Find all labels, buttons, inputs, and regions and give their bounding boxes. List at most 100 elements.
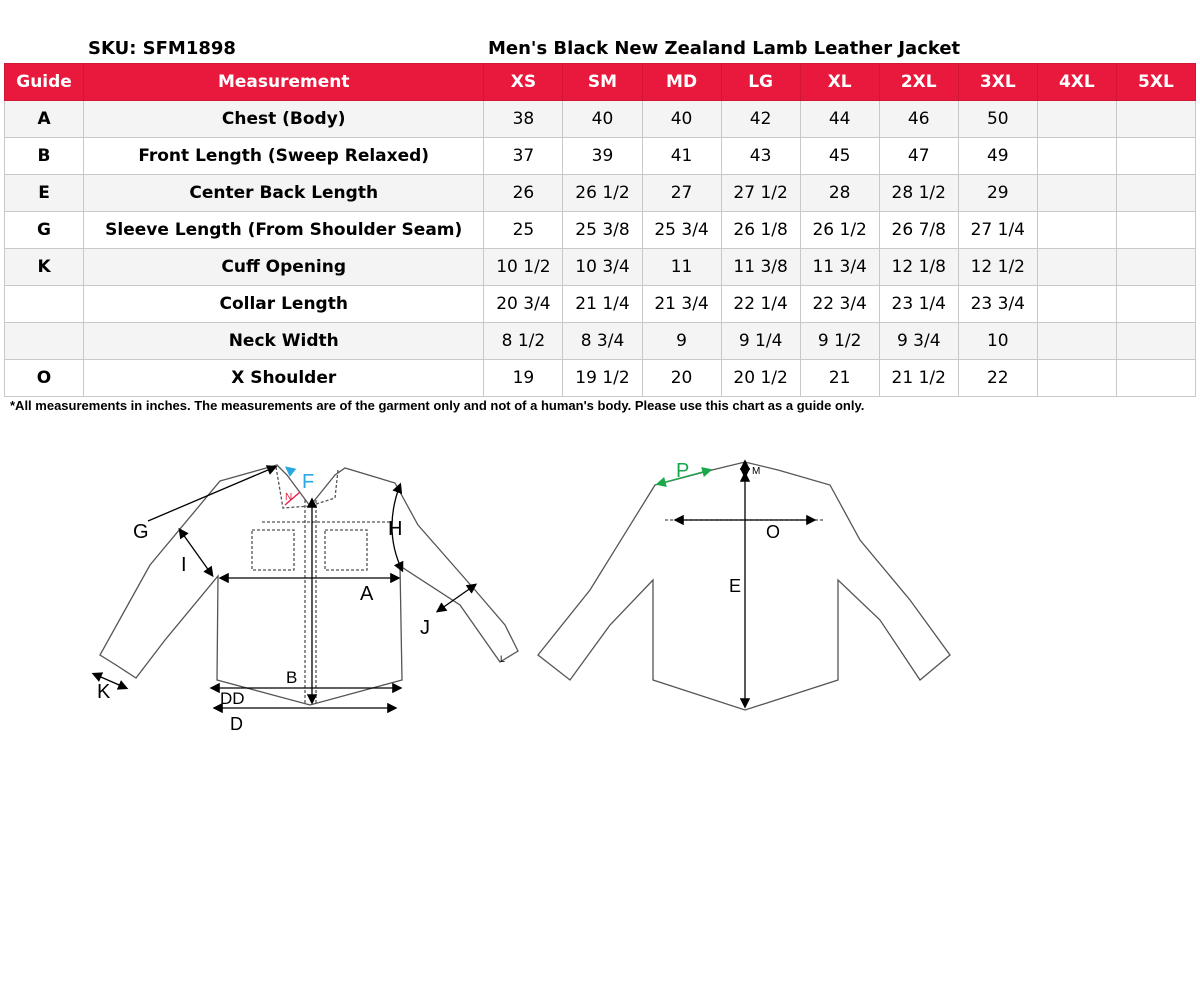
- measurement-cell: Collar Length: [83, 285, 485, 323]
- value-cell: 21 1/2: [878, 359, 959, 397]
- value-cell: 27: [641, 174, 722, 212]
- value-cell: 27 1/4: [957, 211, 1038, 249]
- guide-cell: [3, 322, 85, 360]
- value-cell: 9 3/4: [878, 322, 959, 360]
- value-cell: 20: [641, 359, 722, 397]
- value-cell: 10: [957, 322, 1038, 360]
- table-row: Collar Length 20 3/4 21 1/4 21 3/4 22 1/4 22 …: [3, 285, 1197, 323]
- value-cell: 47: [878, 137, 959, 175]
- guide-cell: G: [3, 211, 85, 249]
- value-cell: 19: [483, 359, 564, 397]
- back-jacket-drawing: [537, 461, 951, 711]
- label-a: A: [360, 583, 374, 605]
- measurement-cell: Center Back Length: [83, 174, 485, 212]
- value-cell: 11: [641, 248, 722, 286]
- guide-cell: A: [3, 100, 85, 138]
- label-n: N: [285, 492, 292, 503]
- value-cell: [1115, 100, 1197, 138]
- value-cell: [1115, 137, 1197, 175]
- label-m: M: [752, 466, 760, 477]
- table-row: Neck Width 8 1/2 8 3/4 9 9 1/4 9 1/2 9 3/4 10: [3, 322, 1197, 360]
- value-cell: 27 1/2: [720, 174, 801, 212]
- value-cell: 23 1/4: [878, 285, 959, 323]
- front-measure-arrows: [91, 465, 478, 714]
- value-cell: 37: [483, 137, 564, 175]
- value-cell: [1115, 211, 1197, 249]
- front-jacket-drawing: [99, 464, 519, 706]
- value-cell: [1036, 174, 1117, 212]
- measurement-cell: Neck Width: [83, 322, 485, 360]
- value-cell: 20 3/4: [483, 285, 564, 323]
- value-cell: [1036, 100, 1117, 138]
- measurement-note: *All measurements in inches. The measure…: [10, 398, 865, 413]
- jacket-diagram: G I F N H A J K B DD D L P M O E: [91, 459, 951, 734]
- value-cell: 12 1/2: [957, 248, 1038, 286]
- value-cell: 39: [562, 137, 643, 175]
- column-header: XS: [483, 63, 564, 101]
- value-cell: 11 3/8: [720, 248, 801, 286]
- value-cell: 49: [957, 137, 1038, 175]
- column-header: 4XL: [1036, 63, 1117, 101]
- label-k: K: [97, 681, 111, 703]
- value-cell: [1115, 322, 1197, 360]
- value-cell: 22 1/4: [720, 285, 801, 323]
- measurement-cell: Chest (Body): [83, 100, 485, 138]
- value-cell: 29: [957, 174, 1038, 212]
- value-cell: 10 3/4: [562, 248, 643, 286]
- value-cell: 38: [483, 100, 564, 138]
- label-j: J: [420, 617, 430, 639]
- value-cell: 8 3/4: [562, 322, 643, 360]
- label-e: E: [729, 576, 741, 596]
- value-cell: 19 1/2: [562, 359, 643, 397]
- column-header: 2XL: [878, 63, 959, 101]
- value-cell: 21 3/4: [641, 285, 722, 323]
- value-cell: 28 1/2: [878, 174, 959, 212]
- value-cell: 21 1/4: [562, 285, 643, 323]
- size-chart-table: Guide Measurement XS SM MD LG XL 2XL 3XL 4XL 5XL A…: [3, 63, 1197, 397]
- guide-cell: [3, 285, 85, 323]
- column-header: Measurement: [83, 63, 485, 101]
- table-header-row: Guide Measurement XS SM MD LG XL 2XL 3XL 4XL 5XL: [3, 63, 1197, 101]
- measurement-cell: Sleeve Length (From Shoulder Seam): [83, 211, 485, 249]
- guide-cell: O: [3, 359, 85, 397]
- measurement-cell: Cuff Opening: [83, 248, 485, 286]
- label-l: L: [500, 654, 505, 664]
- value-cell: 28: [799, 174, 880, 212]
- column-header: LG: [720, 63, 801, 101]
- value-cell: 20 1/2: [720, 359, 801, 397]
- value-cell: 44: [799, 100, 880, 138]
- value-cell: 42: [720, 100, 801, 138]
- value-cell: [1036, 322, 1117, 360]
- value-cell: 21: [799, 359, 880, 397]
- column-header: SM: [562, 63, 643, 101]
- table-row: K Cuff Opening 10 1/2 10 3/4 11 11 3/8 11 3/4 1…: [3, 248, 1197, 286]
- table-row: E Center Back Length 26 26 1/2 27 27 1/2 28 28 …: [3, 174, 1197, 212]
- label-h: H: [388, 518, 402, 540]
- value-cell: 12 1/8: [878, 248, 959, 286]
- column-header: XL: [799, 63, 880, 101]
- value-cell: 25 3/4: [641, 211, 722, 249]
- guide-cell: B: [3, 137, 85, 175]
- column-header: 5XL: [1115, 63, 1197, 101]
- value-cell: [1115, 359, 1197, 397]
- table-row: A Chest (Body) 38 40 40 42 44 46 50: [3, 100, 1197, 138]
- value-cell: 43: [720, 137, 801, 175]
- column-header: 3XL: [957, 63, 1038, 101]
- value-cell: [1115, 174, 1197, 212]
- value-cell: 11 3/4: [799, 248, 880, 286]
- value-cell: [1036, 137, 1117, 175]
- guide-cell: E: [3, 174, 85, 212]
- product-title: Men's Black New Zealand Lamb Leather Jac…: [488, 38, 961, 59]
- table-row: G Sleeve Length (From Shoulder Seam) 25 25 …: [3, 211, 1197, 249]
- value-cell: 45: [799, 137, 880, 175]
- label-d: D: [230, 714, 243, 734]
- sku-label: SKU: SFM1898: [88, 38, 236, 59]
- value-cell: 40: [562, 100, 643, 138]
- label-b: B: [286, 668, 297, 687]
- value-cell: [1115, 285, 1197, 323]
- value-cell: 50: [957, 100, 1038, 138]
- value-cell: 25 3/8: [562, 211, 643, 249]
- column-header: MD: [641, 63, 722, 101]
- value-cell: [1115, 248, 1197, 286]
